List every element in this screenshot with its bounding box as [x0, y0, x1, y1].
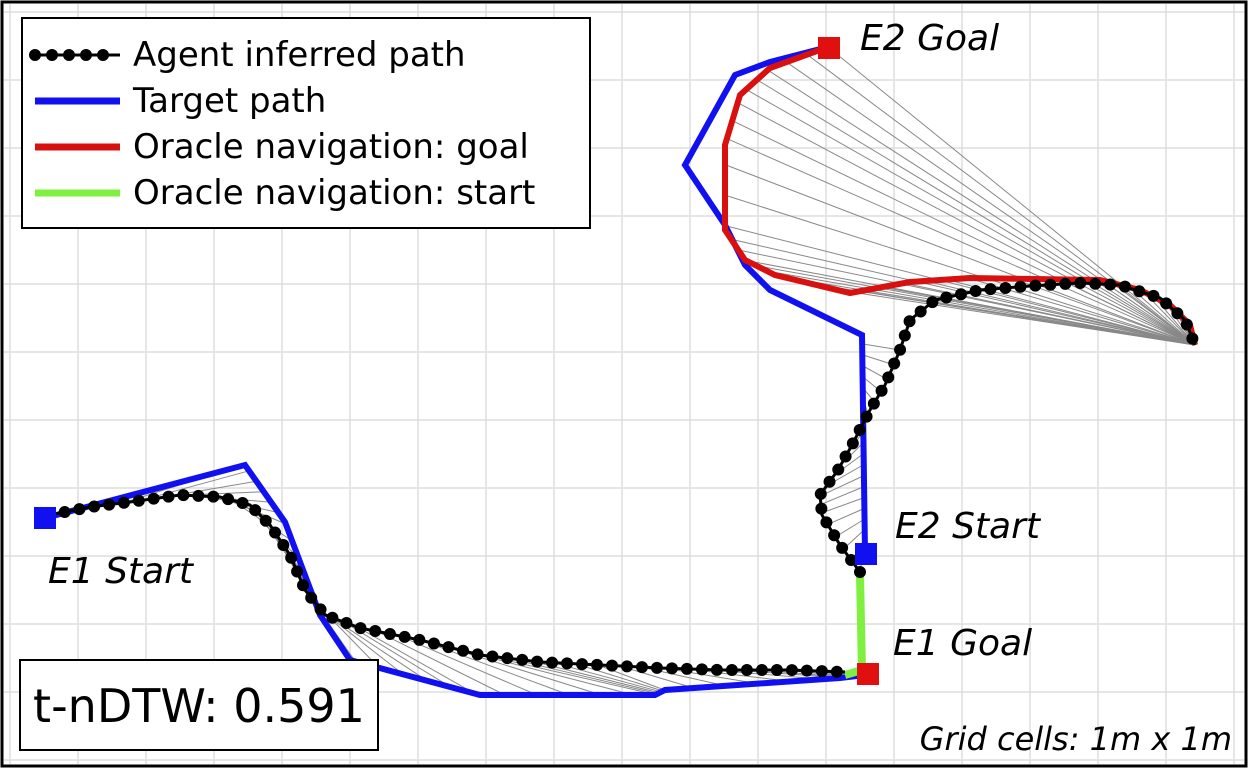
legend-swatches	[29, 49, 126, 197]
correspondence-line	[827, 508, 864, 525]
correspondence-line	[806, 54, 1196, 346]
correspondence-line	[903, 282, 1196, 346]
correspondence-line	[767, 270, 1196, 346]
agent-path	[44, 276, 1201, 678]
oracle-goal-path	[722, 44, 1198, 346]
correspondence-line	[487, 655, 656, 696]
e2-start-marker	[855, 543, 877, 565]
e2-goal-label: E2 Goal	[860, 18, 999, 59]
correspondence-line	[376, 630, 506, 696]
correspondence-line	[443, 645, 602, 696]
correspondence-line	[745, 89, 1196, 346]
correspondence-line	[1130, 287, 1196, 346]
legend-label: Agent inferred path	[133, 35, 466, 75]
correspondence-line	[819, 475, 864, 497]
correspondence-line	[827, 46, 1196, 346]
correspondence-line	[737, 102, 1196, 346]
grid-note: Grid cells: 1m x 1m	[920, 720, 1232, 758]
e2-goal-marker	[818, 37, 840, 59]
correspondence-line	[1116, 283, 1196, 346]
correspondence-line	[575, 663, 664, 692]
legend-label: Oracle navigation: goal	[133, 127, 529, 167]
correspondence-line	[398, 635, 538, 696]
correspondence-line	[663, 667, 758, 685]
metric-box	[19, 659, 379, 751]
correspondence-line	[821, 497, 864, 514]
correspondence-line	[724, 164, 1196, 346]
correspondence-line	[553, 662, 662, 693]
e1-start-marker	[34, 507, 56, 529]
correspondence-line	[756, 79, 1196, 346]
e1-goal-marker	[857, 663, 879, 685]
metric: t-nDTW: 0.591	[33, 679, 365, 733]
correspondence-line	[1059, 278, 1196, 346]
correspondence-line	[1101, 280, 1196, 346]
legend-label: Oracle navigation: start	[133, 173, 535, 213]
legend-label: Target path	[132, 81, 326, 121]
correspondence-line	[724, 194, 1196, 346]
e1-goal-label: E1 Goal	[893, 623, 1032, 664]
correspondence-line	[724, 225, 1196, 346]
correspondence-line	[820, 486, 864, 505]
correspondence-line	[860, 290, 1196, 346]
correspondence-line	[356, 626, 475, 695]
correspondence-line	[726, 138, 1196, 346]
correspondence-line	[862, 343, 901, 351]
correspondence-line	[1013, 278, 1196, 346]
e2-start-label: E2 Start	[895, 506, 1042, 547]
correspondence-line	[767, 69, 1196, 346]
e1-start-label: E1 Start	[48, 551, 195, 592]
target-path	[44, 461, 866, 698]
